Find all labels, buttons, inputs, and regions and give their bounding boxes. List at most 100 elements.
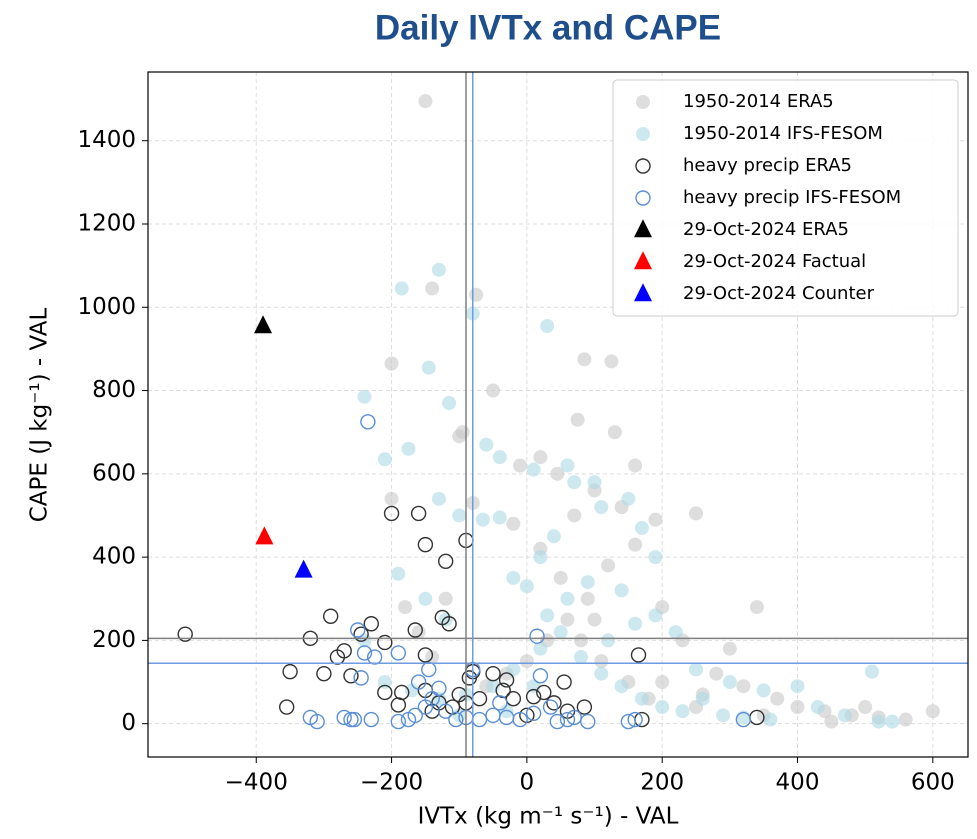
- open-circle: [566, 709, 582, 726]
- open-circle: [377, 684, 393, 701]
- legend-label: 29-Oct-2024 Counter: [683, 283, 875, 304]
- circle: [574, 633, 589, 648]
- circle: [925, 704, 940, 719]
- chart-title: Daily IVTx and CAPE: [375, 8, 721, 47]
- open-circle: [390, 697, 407, 713]
- x-tick-label: 400: [776, 770, 820, 796]
- open-circle: [360, 414, 376, 430]
- circle: [607, 425, 622, 440]
- open-circle: [448, 711, 464, 728]
- circle: [475, 512, 490, 527]
- triangle: [254, 315, 273, 334]
- circle: [506, 570, 521, 585]
- open-circle: [350, 622, 366, 638]
- y-tick-label: 400: [92, 544, 136, 570]
- open-circle: [336, 709, 352, 726]
- circle: [398, 600, 413, 615]
- open-circle: [556, 674, 572, 690]
- open-circle: [546, 695, 562, 711]
- open-circle: [282, 663, 298, 680]
- open-circle: [353, 670, 369, 686]
- open-circle: [329, 649, 346, 665]
- x-tick-label: 600: [911, 770, 955, 796]
- circle: [871, 714, 886, 729]
- circle: [401, 441, 416, 456]
- circle: [546, 529, 561, 544]
- circle: [519, 579, 534, 594]
- circle: [377, 675, 392, 690]
- legend-label: 29-Oct-2024 Factual: [683, 251, 866, 272]
- open-circle: [346, 711, 363, 728]
- circle: [722, 641, 737, 656]
- circle: [790, 700, 805, 715]
- circle: [648, 512, 663, 527]
- circle: [560, 591, 575, 606]
- open-circle: [735, 711, 752, 728]
- y-tick-label: 600: [92, 460, 136, 486]
- y-tick-label: 200: [92, 627, 136, 653]
- circle: [580, 575, 595, 590]
- x-tick-label: 0: [520, 770, 535, 796]
- circle: [709, 666, 724, 681]
- open-circle: [390, 645, 407, 661]
- open-circle: [529, 628, 545, 644]
- circle: [648, 608, 663, 623]
- open-circle: [437, 553, 454, 569]
- circle: [553, 570, 568, 585]
- circle: [636, 127, 650, 141]
- open-circle: [316, 666, 332, 682]
- legend: 1950-2014 ERA5 1950-2014 IFS-FESOM heavy p…: [612, 79, 959, 317]
- circle: [357, 389, 372, 404]
- open-circle: [417, 647, 434, 663]
- circle: [770, 691, 785, 706]
- circle: [621, 491, 636, 506]
- circle: [391, 566, 406, 581]
- y-axis-label: CAPE (J kg⁻¹) - VAL: [27, 308, 53, 523]
- circle: [614, 679, 629, 694]
- circle: [668, 625, 683, 640]
- open-circle: [363, 616, 379, 632]
- open-circle: [441, 616, 457, 632]
- circle: [594, 500, 609, 515]
- circle: [824, 714, 839, 729]
- circle: [601, 633, 616, 648]
- open-circle: [485, 666, 501, 682]
- circle: [604, 354, 619, 369]
- open-circle: [407, 707, 423, 724]
- circle: [418, 591, 433, 606]
- open-circle: [407, 622, 423, 638]
- circle: [858, 700, 873, 715]
- circle: [898, 712, 913, 727]
- circle: [492, 510, 507, 525]
- circle: [540, 319, 555, 334]
- circle: [763, 712, 778, 727]
- circle: [722, 675, 737, 690]
- open-circle: [576, 699, 593, 715]
- open-circle: [431, 680, 447, 696]
- circle: [384, 356, 399, 371]
- circle: [864, 664, 879, 679]
- triangle: [255, 526, 274, 545]
- circle: [587, 612, 602, 627]
- circle: [655, 700, 670, 715]
- open-circle: [343, 668, 359, 684]
- circle: [560, 612, 575, 627]
- plot-frame: [147, 71, 969, 758]
- circle: [587, 475, 602, 490]
- open-circle: [559, 711, 576, 728]
- circle: [540, 608, 555, 623]
- open-circle: [542, 699, 559, 715]
- legend-label: heavy precip ERA5: [683, 155, 852, 176]
- circle: [634, 520, 649, 535]
- open-circle: [549, 713, 566, 730]
- circle: [634, 691, 649, 706]
- circle: [594, 666, 609, 681]
- circle: [594, 654, 609, 669]
- open-circle: [383, 505, 400, 522]
- open-circle: [377, 634, 393, 651]
- plot-area: [148, 72, 968, 757]
- circle: [628, 616, 643, 631]
- open-circle: [366, 649, 383, 665]
- circle: [513, 458, 528, 473]
